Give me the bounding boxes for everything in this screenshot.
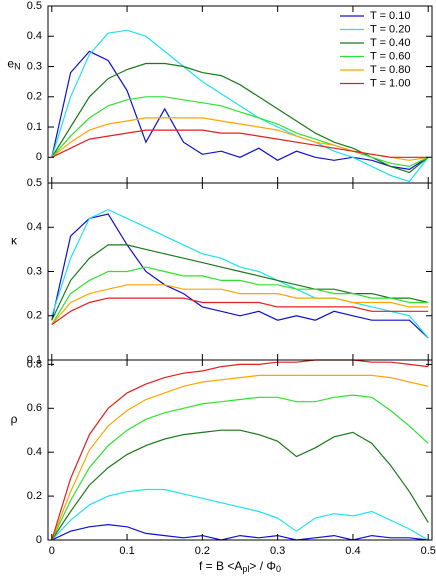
series-line — [51, 359, 429, 541]
series-line — [51, 208, 429, 339]
legend-label: T = 0.40 — [370, 37, 410, 49]
x-tick-label: 0.5 — [421, 545, 436, 557]
series-line — [51, 523, 429, 541]
y-tick-label: 0.2 — [27, 91, 42, 103]
series-line — [51, 244, 429, 321]
series-line — [51, 96, 429, 168]
y-tick-label: 0.5 — [27, 177, 42, 189]
y-tick-label: 0.1 — [27, 121, 42, 133]
series-line — [51, 213, 429, 339]
label-text: κ — [11, 234, 18, 248]
y-tick-label: 0 — [36, 534, 42, 546]
label-subscript: 0 — [276, 564, 281, 574]
label-text: e — [7, 57, 14, 71]
series-line — [51, 50, 429, 171]
axis-label: eN — [7, 57, 20, 72]
legend-label: T = 0.60 — [370, 50, 410, 62]
legend-label: T = 0.10 — [370, 10, 410, 22]
series-line — [51, 394, 429, 541]
series-line — [51, 284, 429, 325]
y-tick-label: 0.4 — [27, 446, 42, 458]
x-tick-label: 0.2 — [195, 545, 210, 557]
legend-label: T = 0.80 — [370, 64, 410, 76]
y-tick-label: 0 — [36, 151, 42, 163]
series-line — [51, 429, 429, 541]
series-line — [51, 488, 429, 541]
y-tick-label: 0.4 — [27, 30, 42, 42]
x-tick-label: 0.4 — [345, 545, 360, 557]
y-tick-label: 0.6 — [27, 402, 42, 414]
series-line — [51, 374, 429, 541]
label-text: ρ — [11, 412, 18, 426]
series-line — [51, 297, 429, 326]
y-tick-label: 0.8 — [27, 358, 42, 370]
axis-label: ρ — [11, 412, 18, 426]
x-tick-label: 0.1 — [119, 545, 134, 557]
y-tick-label: 0.2 — [27, 310, 42, 322]
label-subscript: N — [14, 62, 21, 72]
series-line — [51, 29, 429, 183]
series-line — [51, 62, 429, 174]
y-tick-label: 0.4 — [27, 221, 42, 233]
axis-label: κ — [11, 234, 18, 248]
label-text: f = B <A — [199, 559, 242, 573]
y-tick-label: 0.1 — [27, 354, 42, 366]
y-tick-label: 0.3 — [27, 60, 42, 72]
series-line — [51, 129, 429, 158]
label-subscript: pl — [242, 564, 249, 574]
plot-frame — [47, 359, 433, 541]
label-text: > / Φ — [249, 559, 276, 573]
x-tick-label: 0 — [49, 545, 55, 557]
axis-label: f = B <Apl> / Φ0 — [199, 559, 281, 574]
y-tick-label: 0.2 — [27, 490, 42, 502]
legend-label: T = 1.00 — [370, 77, 410, 89]
legend-label: T = 0.20 — [370, 23, 410, 35]
x-tick-label: 0.3 — [270, 545, 285, 557]
y-tick-label: 0.3 — [27, 265, 42, 277]
series-line — [51, 266, 429, 325]
y-tick-label: 0.5 — [27, 0, 42, 12]
